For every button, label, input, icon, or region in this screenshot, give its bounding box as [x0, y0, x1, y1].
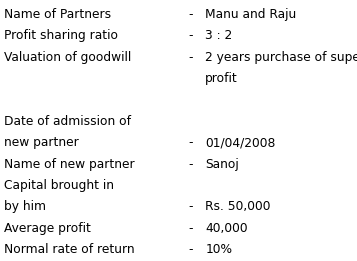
Text: Sanoj: Sanoj: [205, 158, 239, 171]
Text: 2 years purchase of super: 2 years purchase of super: [205, 51, 357, 64]
Text: Profit sharing ratio: Profit sharing ratio: [4, 29, 117, 42]
Text: Date of admission of: Date of admission of: [4, 115, 131, 128]
Text: Valuation of goodwill: Valuation of goodwill: [4, 51, 131, 64]
Text: -: -: [189, 29, 193, 42]
Text: -: -: [189, 243, 193, 256]
Text: profit: profit: [205, 72, 238, 85]
Text: Name of Partners: Name of Partners: [4, 8, 111, 21]
Text: -: -: [189, 222, 193, 235]
Text: 3 : 2: 3 : 2: [205, 29, 232, 42]
Text: 40,000: 40,000: [205, 222, 248, 235]
Text: Manu and Raju: Manu and Raju: [205, 8, 297, 21]
Text: Name of new partner: Name of new partner: [4, 158, 134, 171]
Text: by him: by him: [4, 200, 46, 213]
Text: Capital brought in: Capital brought in: [4, 179, 114, 192]
Text: -: -: [189, 136, 193, 149]
Text: -: -: [189, 51, 193, 64]
Text: Average profit: Average profit: [4, 222, 90, 235]
Text: new partner: new partner: [4, 136, 78, 149]
Text: 10%: 10%: [205, 243, 232, 256]
Text: -: -: [189, 200, 193, 213]
Text: Normal rate of return: Normal rate of return: [4, 243, 134, 256]
Text: 01/04/2008: 01/04/2008: [205, 136, 276, 149]
Text: -: -: [189, 8, 193, 21]
Text: Rs. 50,000: Rs. 50,000: [205, 200, 271, 213]
Text: -: -: [189, 158, 193, 171]
